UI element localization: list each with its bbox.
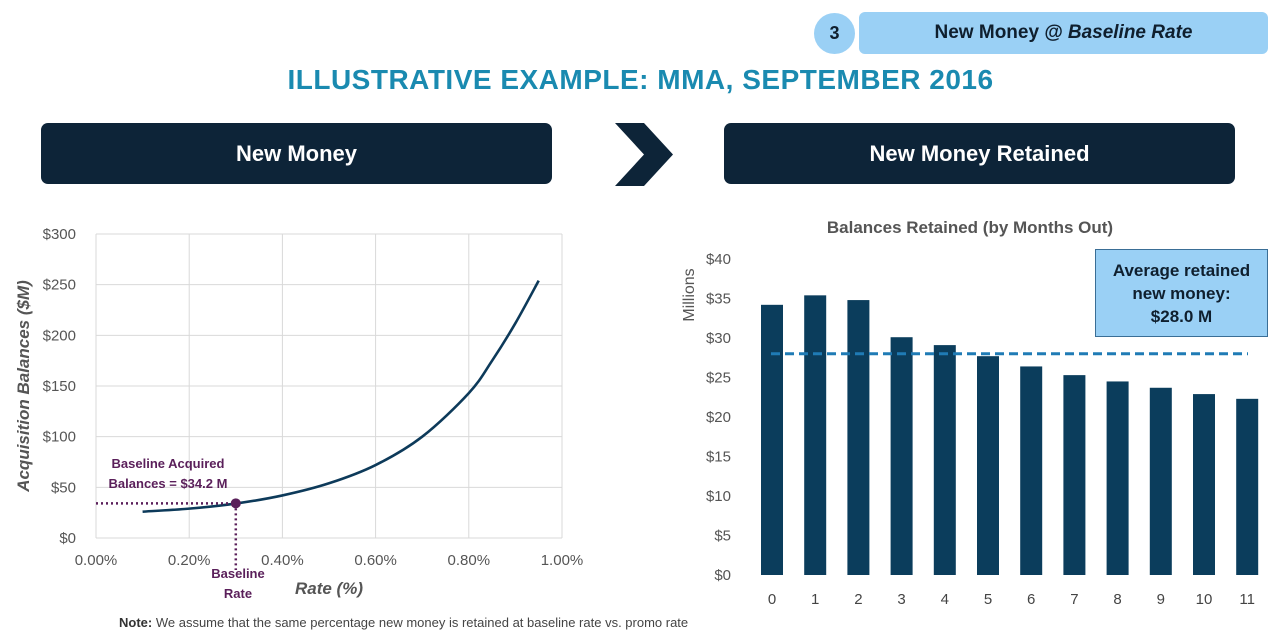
- step-banner: New Money @ Baseline Rate: [859, 12, 1268, 54]
- acquisition-curve: [142, 279, 540, 513]
- line-chart-x-tick-label: 0.60%: [354, 552, 397, 569]
- bar-chart-x-tick-label: 7: [1070, 591, 1078, 608]
- bar-chart-x-tick-label: 11: [1239, 591, 1255, 608]
- line-chart-x-tick-label: 1.00%: [541, 552, 584, 569]
- bar-chart-x-tick-label: 0: [768, 591, 776, 608]
- bar-chart-x-tick-label: 5: [984, 591, 992, 608]
- line-chart-y-tick-label: $100: [43, 429, 76, 446]
- average-callout-line2: new money:: [1132, 283, 1231, 303]
- bar-chart-y-tick-label: $10: [706, 488, 731, 505]
- acquisition-line-chart: 0.00% 0.20% 0.40% 0.60% 0.80% 1.00% $0 $50 $100 $…: [14, 226, 583, 601]
- footnote-label: Note:: [119, 615, 153, 630]
- bar-month-1: [804, 295, 827, 575]
- line-chart-x-tick-label: 0.00%: [75, 552, 118, 569]
- footnote-text: We assume that the same percentage new m…: [152, 615, 689, 630]
- baseline-point-marker: [230, 498, 241, 509]
- step-banner-emphasis: Baseline Rate: [1067, 22, 1193, 43]
- bar-month-7: [1063, 375, 1086, 575]
- bar-chart-x-tick-label: 3: [897, 591, 905, 608]
- bar-month-4: [933, 345, 956, 575]
- bar-chart-y-tick-label: $30: [706, 330, 731, 347]
- line-chart-y-tick-label: $250: [43, 277, 76, 294]
- bar-chart-x-tick-label: 2: [854, 591, 862, 608]
- footnote: Note: We assume that the same percentage…: [119, 615, 688, 630]
- line-chart-y-tick-label: $300: [43, 226, 76, 243]
- line-chart-y-axis-title: Acquisition Balances ($M): [14, 280, 33, 493]
- bar-month-6: [1020, 366, 1043, 575]
- line-chart-y-tick-label: $200: [43, 327, 76, 344]
- bar-month-10: [1193, 394, 1215, 575]
- bar-month-3: [890, 337, 913, 575]
- new-money-header: New Money: [41, 123, 552, 184]
- bar-month-9: [1149, 387, 1172, 575]
- page-title: ILLUSTRATIVE EXAMPLE: MMA, SEPTEMBER 201…: [287, 64, 994, 95]
- baseline-annotation-line1: Baseline Acquired: [112, 456, 225, 471]
- bar-chart-y-tick-label: $35: [706, 291, 731, 308]
- bar-chart-x-tick-label: 1: [811, 591, 819, 608]
- bar-month-11: [1236, 398, 1259, 575]
- bar-chart-y-tick-label: $5: [714, 528, 731, 545]
- bar-chart-title: Balances Retained (by Months Out): [827, 218, 1113, 237]
- average-retained-callout: Average retained new money: $28.0 M: [1095, 249, 1268, 337]
- step-number-badge: 3: [814, 13, 855, 54]
- bar-chart-y-tick-label: $25: [706, 370, 731, 387]
- line-chart-x-tick-label: 0.20%: [168, 552, 211, 569]
- line-chart-x-tick-label: 0.40%: [261, 552, 304, 569]
- bar-chart-y-axis-title: Millions: [681, 268, 698, 321]
- bar-month-0: [761, 304, 783, 575]
- bar-month-8: [1106, 381, 1129, 575]
- bar-chart-x-tick-label: 9: [1157, 591, 1165, 608]
- line-chart-x-tick-label: 0.80%: [448, 552, 491, 569]
- baseline-annotation-line2: Balances = $34.2 M: [109, 476, 228, 491]
- bar-month-5: [977, 356, 999, 575]
- retained-bar-chart: Balances Retained (by Months Out) Million…: [681, 218, 1259, 608]
- bar-chart-y-tick-label: $20: [706, 409, 731, 426]
- average-callout-value: $28.0 M: [1150, 306, 1213, 326]
- bar-chart-y-tick-label: $40: [706, 251, 731, 268]
- line-chart-y-tick-label: $50: [51, 479, 76, 496]
- line-chart-x-axis-title: Rate (%): [295, 579, 363, 598]
- bar-chart-x-tick-label: 6: [1027, 591, 1035, 608]
- line-chart-y-tick-label: $0: [59, 530, 76, 547]
- bar-month-2: [847, 300, 870, 575]
- bar-chart-x-tick-label: 10: [1196, 591, 1213, 608]
- bar-chart-x-tick-label: 8: [1113, 591, 1121, 608]
- step-banner-label: New Money @: [934, 22, 1063, 43]
- bar-chart-y-tick-label: $15: [706, 449, 731, 466]
- chevron-right-icon: [615, 123, 673, 186]
- bar-chart-y-tick-label: $0: [714, 567, 731, 584]
- average-callout-line1: Average retained: [1112, 260, 1251, 280]
- baseline-rate-label-line1: Baseline: [211, 566, 264, 581]
- line-chart-y-tick-label: $150: [43, 378, 76, 395]
- bar-chart-x-tick-label: 4: [941, 591, 949, 608]
- new-money-retained-header: New Money Retained: [724, 123, 1235, 184]
- baseline-rate-label-line2: Rate: [224, 586, 252, 601]
